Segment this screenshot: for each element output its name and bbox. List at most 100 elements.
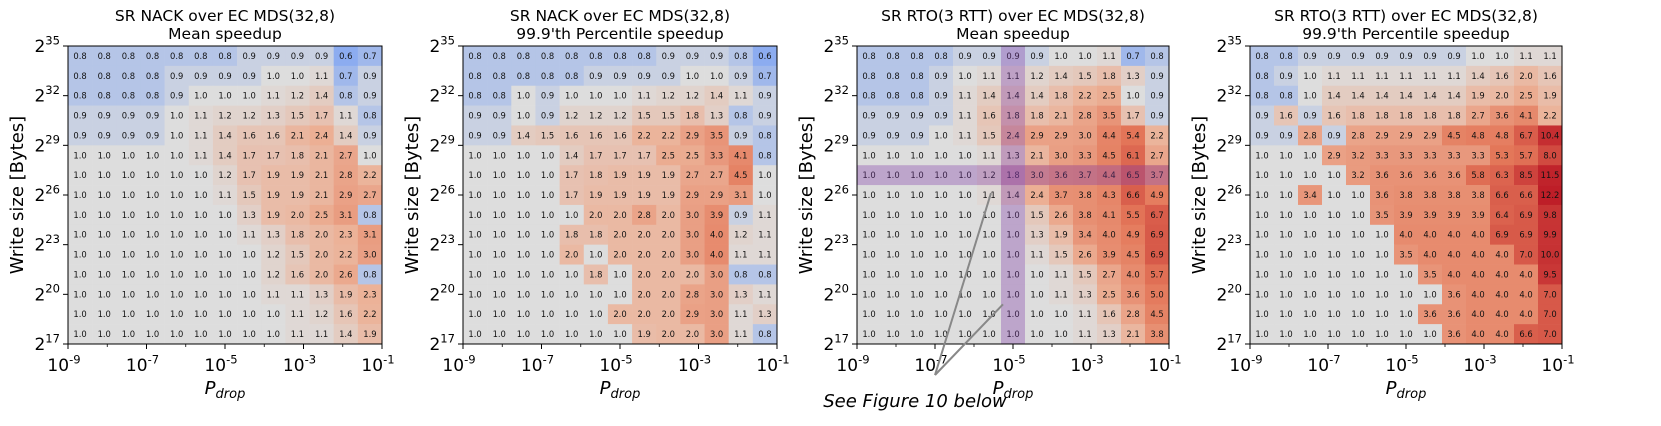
cell-value-label: 1.9 — [267, 190, 280, 200]
cell-value-label: 6.6 — [1126, 190, 1139, 200]
heatmap-cell — [1097, 65, 1122, 87]
heatmap-cell — [188, 284, 214, 305]
cell-value-label: 1.0 — [517, 230, 530, 240]
heatmap-cell — [237, 264, 262, 285]
cell-value-label: 1.0 — [122, 210, 135, 220]
heatmap-cell — [92, 185, 117, 206]
cell-value-label: 1.0 — [541, 289, 554, 299]
heatmap-cell — [92, 145, 117, 166]
cell-value-label: 3.5 — [1375, 210, 1388, 220]
heatmap-cell — [1394, 204, 1419, 226]
cell-value-label: 1.0 — [517, 190, 530, 200]
heatmap-cell — [607, 224, 633, 245]
y-tick-label: 235 — [34, 33, 60, 57]
heatmap-cell — [632, 125, 657, 146]
heatmap-cell — [728, 65, 754, 87]
heatmap-cell — [1049, 264, 1074, 285]
heatmap-cell — [237, 224, 262, 245]
heatmap-cell — [1145, 204, 1170, 226]
cell-value-label: 1.0 — [170, 289, 183, 299]
heatmap-cell — [680, 304, 705, 325]
heatmap-cell — [309, 145, 334, 166]
heatmap-cell — [261, 85, 286, 106]
heatmap-cell — [140, 85, 165, 106]
heatmap-cell — [212, 65, 238, 87]
cell-value-label: 4.0 — [1495, 250, 1508, 260]
heatmap-cell — [164, 65, 190, 87]
cell-value-label: 1.2 — [1030, 71, 1043, 81]
heatmap-cell — [905, 165, 930, 186]
cell-value-label: 2.1 — [291, 130, 304, 140]
heatmap-cell — [1145, 105, 1170, 126]
cell-value-label: 1.9 — [1471, 91, 1484, 101]
cell-value-label: 4.8 — [1471, 130, 1484, 140]
cell-value-label: 2.9 — [1030, 130, 1043, 140]
cell-value-label: 1.0 — [468, 250, 481, 260]
cell-value-label: 9.8 — [1543, 210, 1556, 220]
cell-value-label: 1.6 — [291, 269, 304, 279]
heatmap-cell — [357, 264, 383, 285]
cell-value-label: 1.0 — [1471, 51, 1484, 61]
cell-value-label: 1.2 — [613, 111, 626, 121]
cell-value-label: 1.0 — [862, 309, 875, 319]
cell-value-label: 0.9 — [1279, 71, 1292, 81]
cell-value-label: 4.0 — [710, 250, 723, 260]
cell-value-label: 1.0 — [541, 210, 554, 220]
heatmap-cell — [1250, 125, 1275, 146]
heatmap-cell — [656, 46, 681, 67]
heatmap-cell — [881, 165, 906, 186]
cell-value-label: 1.0 — [98, 150, 111, 160]
heatmap-cell — [559, 65, 585, 87]
heatmap-cell — [1394, 165, 1419, 186]
cell-value-label: 1.0 — [1006, 230, 1019, 240]
heatmap-cell — [1346, 244, 1371, 265]
cell-value-label: 0.9 — [315, 51, 328, 61]
cell-value-label: 3.5 — [1399, 250, 1412, 260]
cell-value-label: 0.9 — [589, 71, 602, 81]
cell-value-label: 0.9 — [170, 91, 183, 101]
cell-value-label: 1.0 — [982, 269, 995, 279]
heatmap-cell — [463, 264, 488, 285]
cell-value-label: 0.8 — [146, 51, 159, 61]
heatmap-cell — [1514, 284, 1539, 305]
heatmap-cell — [953, 46, 978, 67]
heatmap-cell — [188, 165, 214, 186]
y-tick-label: 217 — [429, 331, 455, 355]
heatmap-cell — [1322, 284, 1347, 305]
cell-value-label: 0.9 — [170, 71, 183, 81]
cell-value-label: 1.0 — [982, 250, 995, 260]
heatmap-cell — [1097, 324, 1122, 345]
heatmap-cell — [583, 304, 609, 325]
cell-value-label: 1.0 — [194, 289, 207, 299]
heatmap-cell — [1346, 165, 1371, 186]
cell-value-label: 1.0 — [170, 130, 183, 140]
cell-value-label: 1.6 — [613, 130, 626, 140]
heatmap-cell — [1418, 65, 1443, 87]
heatmap-cell — [309, 46, 334, 67]
cell-value-label: 0.9 — [1279, 130, 1292, 140]
heatmap-cell — [261, 65, 286, 87]
cell-value-label: 3.1 — [363, 230, 376, 240]
cell-value-label: 1.0 — [218, 269, 231, 279]
heatmap-cell — [68, 204, 93, 226]
heatmap-cell — [1145, 125, 1170, 146]
heatmap-cell — [1442, 204, 1467, 226]
heatmap-cell — [1025, 324, 1050, 345]
heatmap-cell — [212, 165, 238, 186]
cell-value-label: 1.0 — [862, 329, 875, 339]
y-tick-label: 235 — [823, 33, 849, 57]
y-axis-label: Write size [Bytes] — [1189, 116, 1210, 274]
cell-value-label: 1.0 — [1375, 230, 1388, 240]
cell-value-label: 0.8 — [734, 111, 747, 121]
heatmap-cell — [559, 46, 585, 67]
heatmap-cell — [140, 125, 165, 146]
cell-value-label: 4.5 — [1102, 150, 1115, 160]
heatmap-cell — [704, 264, 729, 285]
chart-title-line-1: SR NACK over EC MDS(32,8) — [510, 7, 730, 25]
heatmap-cell — [1049, 65, 1074, 87]
y-tick-label: 232 — [429, 83, 455, 107]
heatmap-cell — [116, 165, 141, 186]
heatmap-cell — [212, 264, 238, 285]
heatmap-cell — [1250, 105, 1275, 126]
cell-value-label: 1.0 — [468, 329, 481, 339]
